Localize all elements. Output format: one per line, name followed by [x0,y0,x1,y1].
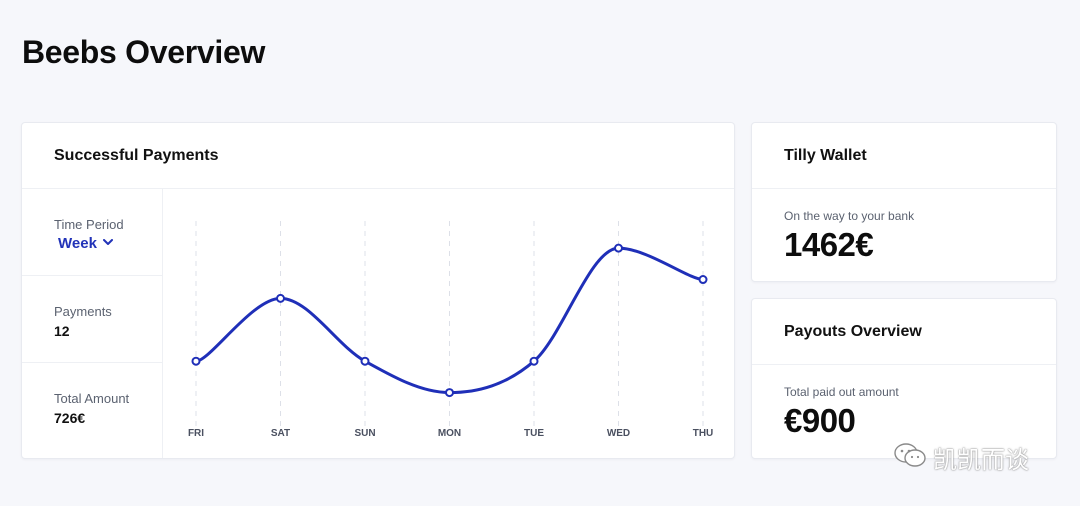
time-period-dropdown[interactable]: Week [58,235,113,252]
payouts-overview-card: Payouts Overview Total paid out amount €… [751,298,1057,459]
x-tick-label: SUN [354,428,375,439]
watermark-text: 凯凯而谈 [933,446,1029,474]
x-tick-label: THU [693,428,714,439]
page-title: Beebs Overview [22,34,266,70]
x-tick-label: WED [607,428,630,439]
x-tick-label: TUE [524,428,544,439]
x-tick-label: SAT [271,428,290,439]
payments-label: Payments [54,304,112,319]
data-point-wed[interactable] [614,243,623,253]
time-period-value: Week [58,235,97,252]
successful-payments-card: Successful Payments Time Period Week Pay… [21,122,735,459]
payments-line-chart: FRI SAT SUN MON TUE WED THU [188,221,714,439]
payments-value: 12 [54,323,70,339]
card-title: Payouts Overview [752,299,1056,365]
chevron-down-icon [102,237,113,249]
time-period-stat: Time Period Week [22,189,162,276]
payments-stat: Payments 12 [22,276,162,363]
wechat-icon [893,441,927,475]
watermark: 凯凯而谈 [893,440,1029,475]
total-amount-stat: Total Amount 726€ [22,363,162,450]
data-point-sun[interactable] [360,356,370,366]
tilly-wallet-card: Tilly Wallet On the way to your bank 146… [751,122,1057,282]
total-amount-value: 726€ [54,410,86,426]
data-point-mon[interactable] [445,388,454,398]
data-point-fri[interactable] [191,356,201,366]
stats-column: Time Period Week Payments 12 Total Amoun… [22,189,163,458]
data-point-thu[interactable] [698,275,708,285]
payouts-sub-label: Total paid out amount [784,385,899,399]
payouts-amount: €900 [784,402,856,439]
x-tick-label: FRI [188,428,204,439]
data-point-tue[interactable] [529,356,539,366]
payments-series-line [194,246,705,395]
x-tick-label: MON [438,428,461,439]
wallet-amount: 1462€ [784,226,874,263]
time-period-label: Time Period [54,217,124,232]
card-title: Tilly Wallet [752,123,1056,189]
card-title: Successful Payments [22,123,734,189]
wallet-sub-label: On the way to your bank [784,209,915,223]
data-point-sat[interactable] [276,293,285,303]
total-amount-label: Total Amount [54,391,130,406]
